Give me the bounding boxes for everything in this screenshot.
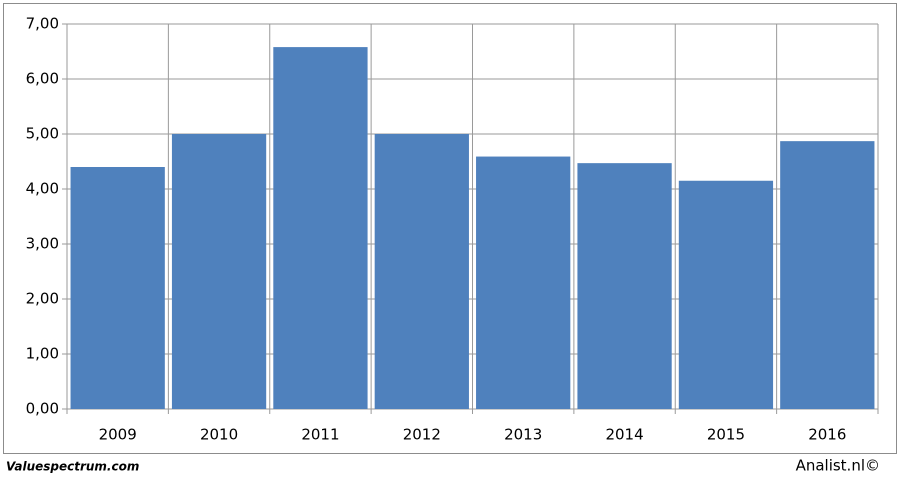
bar [273,47,368,409]
y-tick-label: 6,00 [26,70,59,88]
y-tick-label: 2,00 [26,290,59,308]
bar [780,141,875,409]
y-tick-label: 4,00 [26,180,59,198]
footer-left: Valuespectrum.com [6,460,139,474]
y-tick-label: 3,00 [26,235,59,253]
x-tick-label: 2012 [403,426,441,444]
x-tick-label: 2015 [707,426,745,444]
bar [70,167,165,409]
bar [171,134,267,409]
bar [678,180,774,409]
x-tick-label: 2013 [504,426,542,444]
footer-right: Analist.nl© [796,457,880,475]
bar [374,134,469,409]
y-tick-label: 7,00 [26,15,59,33]
y-tick-label: 1,00 [26,345,59,363]
y-tick-label: 5,00 [26,125,59,143]
bar [577,163,672,409]
x-tick-label: 2011 [301,426,339,444]
x-tick-label: 2010 [200,426,238,444]
y-tick-label: 0,00 [26,400,59,418]
x-tick-label: 2009 [99,426,137,444]
x-tick-label: 2014 [605,426,643,444]
x-tick-label: 2016 [808,426,846,444]
bar [476,156,571,409]
